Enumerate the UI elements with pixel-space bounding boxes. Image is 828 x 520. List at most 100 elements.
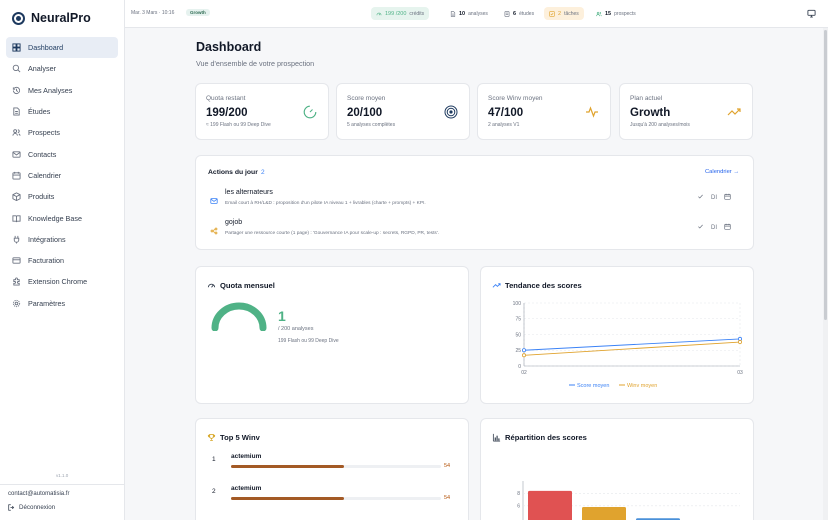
actions-card: Actions du jour 2 Calendrier → les alter…: [195, 155, 754, 250]
current-date: Mar. 3 Mars · 10:16: [131, 10, 175, 16]
dist-bar[interactable]: [582, 507, 626, 520]
action-tag[interactable]: DI: [711, 224, 717, 231]
dist-bar[interactable]: [528, 490, 572, 520]
action-tools: DI: [697, 223, 731, 232]
nav-icon-wrap: [12, 86, 21, 95]
dist-ytick: 8: [517, 491, 520, 497]
trend-ytick: 75: [515, 317, 521, 323]
logout-icon: [8, 504, 15, 511]
logo[interactable]: NeuralPro: [12, 11, 91, 25]
bar-chart-icon: [492, 433, 501, 442]
sidebar-item-label: Paramètres: [28, 298, 66, 308]
mark-done-button[interactable]: [697, 193, 704, 202]
topbar-pill-tudes[interactable]: 6 études: [499, 7, 539, 20]
trend-xtick: 03: [737, 370, 743, 376]
sidebar-footer: contact@automatisia.fr Déconnexion: [0, 484, 125, 511]
sidebar-item-label: Dashboard: [28, 43, 64, 53]
sidebar-item-label: Knowledge Base: [28, 213, 82, 223]
top5-card: Top 5 Winv 1 actemium 54 2 actemium 54: [195, 418, 469, 520]
trend-point[interactable]: [522, 348, 527, 353]
sidebar-item-produits[interactable]: Produits: [6, 186, 118, 207]
topbar-pill-prospects[interactable]: 15 prospects: [591, 7, 641, 20]
sidebar-item-label: Extension Chrome: [28, 277, 88, 287]
sidebar-item-mes-analyses[interactable]: Mes Analyses: [6, 80, 118, 101]
action-type-wrap: [210, 222, 218, 235]
topbar-pill-crdits[interactable]: 199 /200 crédits: [371, 7, 430, 20]
top5-name: actemium: [231, 453, 262, 460]
file-icon: [13, 107, 20, 116]
search-icon: [12, 65, 21, 73]
trend-title: Tendance des scores: [505, 281, 582, 290]
sidebar-item-label: Contacts: [28, 149, 57, 159]
calendar-link[interactable]: Calendrier →: [705, 169, 740, 175]
schedule-button[interactable]: [724, 223, 731, 232]
stat-label: Score moyen: [347, 95, 386, 102]
stat-value: 47/100: [488, 107, 524, 119]
scrollbar-thumb[interactable]: [824, 30, 827, 320]
task-icon: [549, 10, 555, 17]
topbar-pill-tches[interactable]: 2 tâches: [544, 7, 584, 20]
quota-title: Quota mensuel: [220, 281, 275, 290]
mark-done-button[interactable]: [697, 223, 704, 232]
top5-title: Top 5 Winv: [220, 433, 260, 442]
schedule-button[interactable]: [724, 193, 731, 202]
main-content: Dashboard Vue d'ensemble de votre prospe…: [125, 28, 828, 520]
sidebar-item--tudes[interactable]: Études: [6, 101, 118, 122]
action-row[interactable]: gojob Partager une ressource courte (1 p…: [208, 214, 741, 248]
stat-label: Quota restant: [206, 95, 246, 102]
topbar-pill-analyses[interactable]: 10 analyses: [445, 7, 493, 20]
trend-up-icon: [492, 283, 501, 288]
trend-legend-label[interactable]: Score moyen: [577, 383, 609, 389]
logout-button[interactable]: Déconnexion: [8, 504, 55, 511]
nav-icon-wrap: [12, 256, 21, 265]
sidebar-item-extension-chrome[interactable]: Extension Chrome: [6, 271, 118, 292]
check-icon: [698, 194, 703, 199]
pill-label: prospects: [614, 10, 636, 17]
sidebar-item-calendrier[interactable]: Calendrier: [6, 165, 118, 186]
stat-card-3: Score Winv moyen 47/100 2 analyses V1: [477, 83, 611, 140]
stat-value: Growth: [630, 107, 671, 119]
action-tag[interactable]: DI: [711, 194, 717, 201]
trend-point[interactable]: [737, 336, 742, 341]
sidebar-item-facturation[interactable]: Facturation: [6, 250, 118, 271]
nav-icon-wrap: [12, 150, 21, 159]
nav-icon-wrap: [12, 64, 21, 73]
trend-legend-label[interactable]: Winv moyen: [627, 383, 657, 389]
app-name: NeuralPro: [31, 11, 91, 25]
top5-score: 54: [444, 463, 451, 469]
trend-series-line: [523, 341, 741, 356]
top5-bar-fill: [231, 465, 345, 468]
trend-point[interactable]: [522, 353, 527, 358]
sidebar-item-dashboard[interactable]: Dashboard: [6, 37, 118, 59]
pill-label: études: [519, 10, 535, 17]
quota-total: / 200 analyses: [278, 326, 314, 332]
gauge-icon: [207, 283, 216, 288]
plug-icon: [13, 235, 20, 244]
action-tools: DI: [697, 193, 731, 202]
sidebar-item-knowledge-base[interactable]: Knowledge Base: [6, 207, 118, 228]
stat-card-4: Plan actuel Growth Jusqu'à 200 analyses/…: [619, 83, 753, 140]
trend-xtick: 02: [521, 370, 527, 376]
sidebar-item-int-grations[interactable]: Intégrations: [6, 229, 118, 250]
trophy-icon: [207, 433, 216, 442]
trend-ytick: 50: [515, 332, 521, 338]
user-email: contact@automatisia.fr: [8, 491, 70, 497]
action-row[interactable]: les alternateurs Email court à RH/L&D : …: [208, 184, 741, 218]
distribution-chart: 368: [517, 481, 740, 520]
sidebar-item-analyser[interactable]: Analyser: [6, 58, 118, 79]
book-icon: [12, 214, 21, 222]
pill-value: 2: [558, 10, 562, 17]
top5-name: actemium: [231, 485, 262, 492]
sidebar-item-param-tres[interactable]: Paramètres: [6, 293, 118, 314]
sidebar-item-label: Facturation: [28, 256, 64, 266]
stat-sub: Jusqu'à 200 analyses/mois: [630, 122, 690, 128]
trend-point[interactable]: [737, 340, 742, 345]
sidebar-item-prospects[interactable]: Prospects: [6, 122, 118, 143]
trend-ytick: 25: [515, 348, 521, 354]
monitor-icon[interactable]: [807, 9, 816, 18]
sidebar-item-contacts[interactable]: Contacts: [6, 143, 118, 164]
sidebar: NeuralPro Dashboard Analyser Mes Analyses É…: [0, 0, 125, 520]
trend-chart: 0 25 50 75 100 02 03 Score moyen Winv moyen: [513, 301, 743, 389]
quota-used: 1: [278, 308, 286, 324]
